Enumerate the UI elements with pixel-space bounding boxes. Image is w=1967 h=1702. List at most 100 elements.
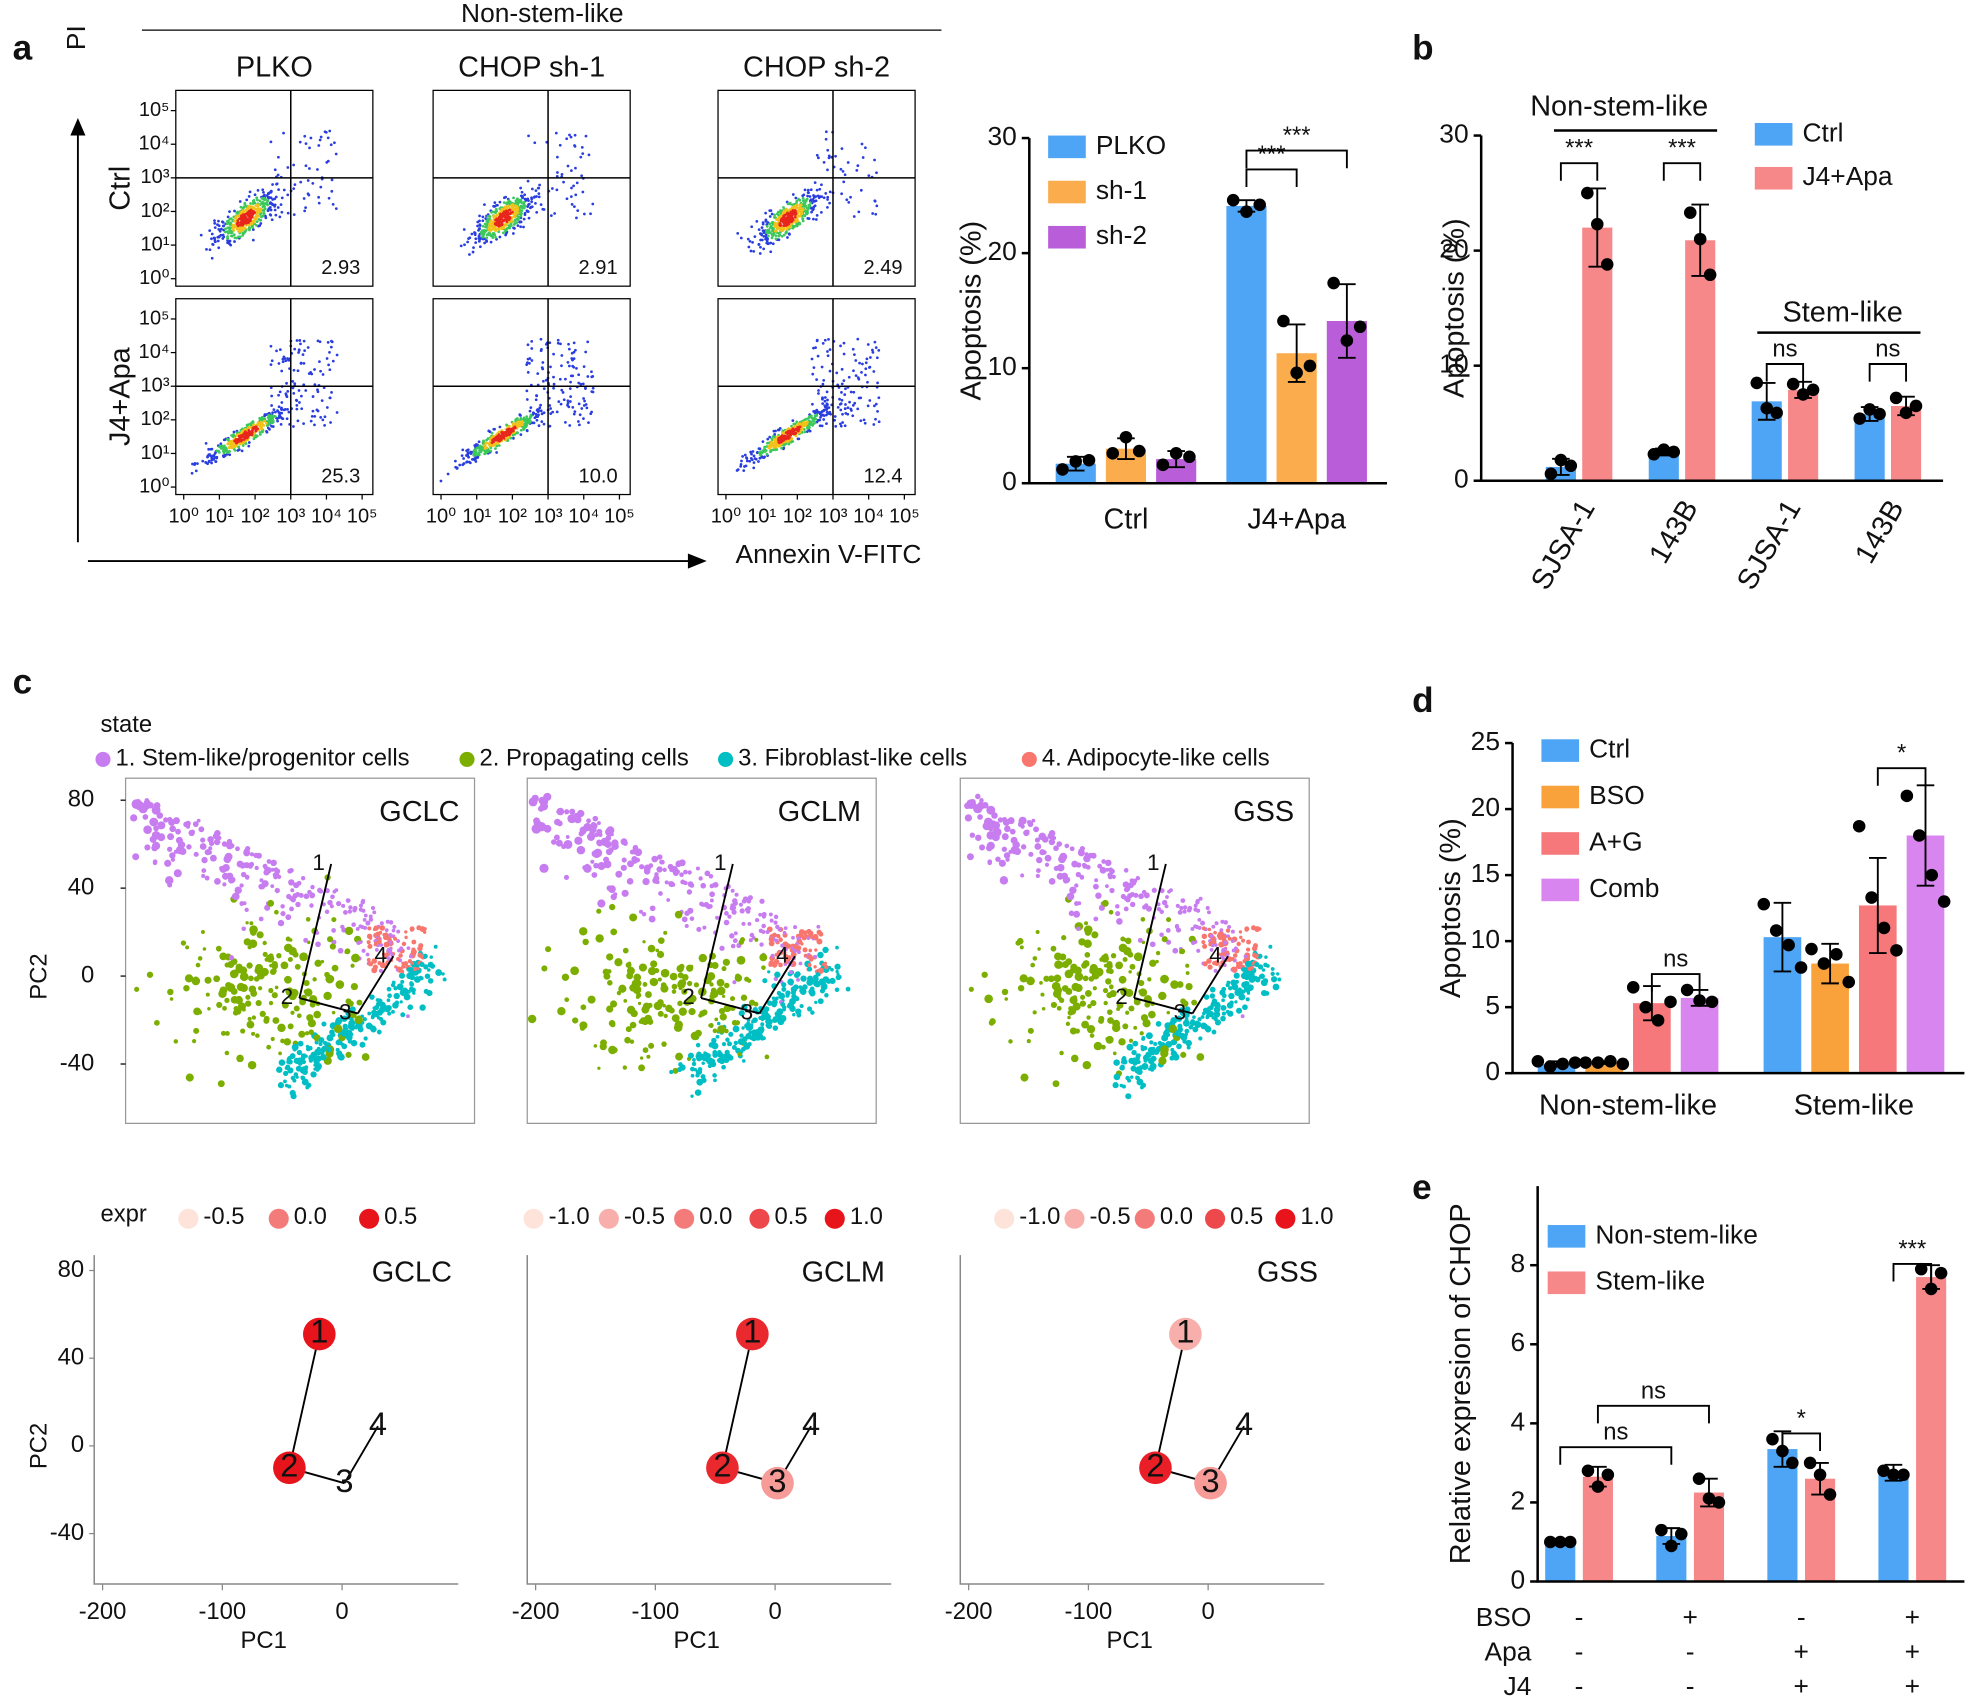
cell-dot [732,898,738,904]
cell-dot [873,199,877,203]
cell-dot [825,390,829,394]
cell-dot [299,361,303,365]
cell-dot [811,417,815,421]
cell-dot [772,999,778,1006]
cell-dot [285,381,288,385]
cell-dot [318,340,322,344]
cell-dot [781,982,787,988]
cell-dot [271,183,274,186]
cell-dot [752,454,756,458]
cell-dot [293,1005,300,1012]
condition-sign: - [1575,1671,1584,1701]
cell-dot [267,899,275,907]
cell-dot [792,943,798,949]
data-point [1750,376,1764,390]
cell-dot [200,837,206,843]
cell-dot [866,343,870,346]
data-point [1937,895,1951,908]
cell-dot [335,353,339,357]
legend-label: 4. Adipocyte-like cells [1042,745,1270,772]
cell-dot [372,1011,377,1016]
significance-label: * [1897,740,1906,767]
cell-dot [557,1006,566,1016]
cell-dot [662,867,667,873]
cell-dot [507,208,511,212]
cell-dot [806,194,809,198]
cell-dot [493,427,496,431]
cell-dot [263,865,269,871]
cell-dot [852,390,856,394]
cell-dot [788,202,792,206]
cell-dot [300,875,306,881]
cell-dot [481,224,485,228]
condition-sign: - [1686,1671,1695,1701]
y-tick-label: 0 [1485,1056,1500,1086]
cell-dot [273,168,277,172]
cell-dot [253,217,256,220]
cell-dot [580,145,584,149]
cell-dot [782,930,787,935]
cell-dot [281,417,285,421]
cell-dot [533,416,537,420]
cell-dot [577,402,581,406]
cell-dot [674,1020,683,1029]
cell-dot [839,167,843,171]
cell-dot [227,230,230,234]
cell-dot [711,1037,717,1044]
cell-dot [816,938,823,945]
cell-dot [512,196,515,200]
cell-dot [797,221,801,225]
data-point [1665,1539,1678,1553]
cell-dot [801,194,805,198]
row-label: J4+Apa [104,346,136,446]
cell-dot [731,909,737,915]
cell-dot [249,852,255,857]
cell-dot [534,412,538,416]
cell-dot [298,339,302,342]
cell-dot [224,997,230,1004]
cell-dot [760,233,764,237]
cell-dot [817,998,824,1005]
cell-dot [766,234,770,238]
cell-dot [821,397,824,401]
cell-dot [406,972,413,980]
cell-dot [812,217,815,221]
cell-dot [462,457,465,460]
cell-dot [660,968,670,978]
cell-dot [814,218,818,221]
cell-dot [513,219,517,222]
cell-dot [263,207,267,211]
cell-dot [867,174,871,178]
cell-dot [650,960,658,968]
cell-dot [276,953,282,959]
cell-dot [570,169,573,172]
y-tick-label: 10⁵ [139,99,170,121]
data-point [1925,868,1938,882]
cell-dot [416,925,422,931]
cell-dot [214,878,221,885]
cell-dot [839,344,842,348]
cell-dot [591,386,595,390]
cell-dot [362,917,367,922]
cell-dot [417,952,423,958]
data-point [1655,1523,1668,1537]
cell-dot [791,419,795,422]
cell-dot [537,805,545,812]
panel-letter: e [1412,1168,1432,1207]
data-point [1667,445,1681,459]
data-point [1803,1456,1817,1470]
cell-dot [255,220,259,224]
cell-dot [215,455,219,459]
cell-dot [698,953,708,963]
data-point [1106,447,1119,460]
cell-dot [572,412,576,416]
cell-dot [494,211,497,215]
cell-dot [777,927,782,932]
cell-dot [701,1061,705,1065]
cell-dot [247,444,251,448]
cell-dot [337,1053,345,1061]
cell-dot [365,920,371,926]
cell-dot [504,431,507,435]
cell-dot [762,978,768,984]
cell-dot [375,998,380,1002]
